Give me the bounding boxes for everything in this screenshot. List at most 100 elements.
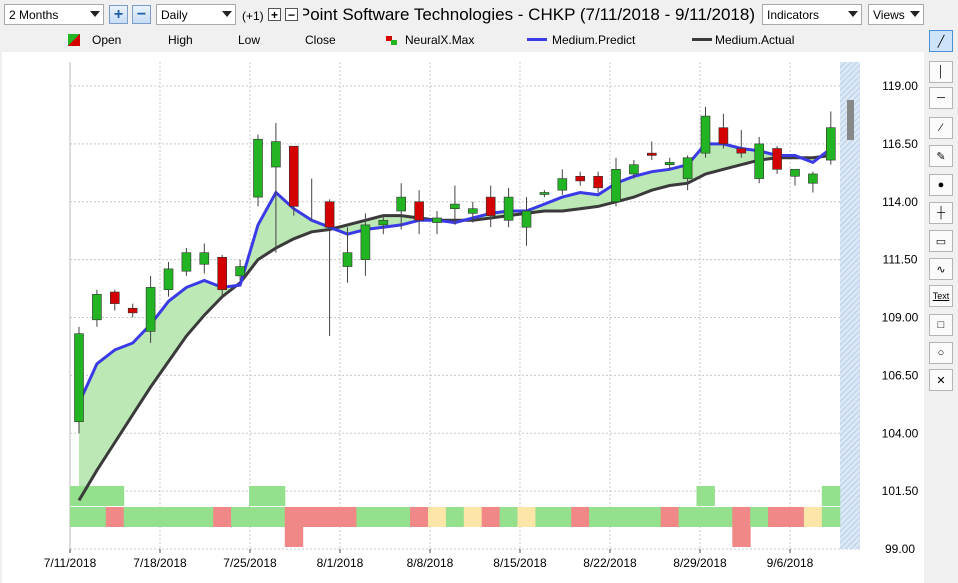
x-tick-label: 8/22/2018 [583, 556, 637, 570]
candle-body [664, 162, 675, 166]
candle-body [253, 138, 263, 198]
candle-body [199, 252, 210, 265]
zoom-in-button[interactable]: + [109, 5, 128, 24]
signal-bar-bottom [302, 507, 322, 527]
signal-bar-bottom [481, 507, 501, 527]
candle-body [92, 294, 102, 321]
x-tick-label: 9/6/2018 [767, 556, 814, 570]
candle-body [521, 210, 532, 228]
signal-bar-bottom [732, 507, 751, 527]
candle-body [736, 148, 747, 154]
candle-body [378, 219, 389, 226]
vertical-line-button[interactable]: │ [929, 61, 953, 83]
y-tick-label: 111.50 [883, 253, 918, 267]
signal-bar-bottom [768, 507, 787, 527]
candle-body [324, 201, 335, 228]
line-tool-button[interactable]: ╱ [929, 30, 953, 52]
candle-body [754, 143, 765, 179]
text-tool-button[interactable]: Text [929, 285, 953, 307]
signal-bar-bottom [499, 507, 518, 527]
interval-select-value: Daily [161, 7, 188, 22]
signal-bar-bottom [195, 507, 214, 527]
candle-body [396, 196, 407, 212]
callout-icon: ▭ [935, 235, 947, 248]
legend-actual: Medium.Actual [715, 33, 795, 47]
candle-body [575, 175, 586, 182]
signal-bar-bottom [624, 507, 644, 527]
candle-body [539, 192, 550, 195]
candle-body [825, 127, 836, 161]
candle-body [74, 333, 84, 422]
signal-bar-bottom [320, 507, 339, 527]
signal-bar-down [284, 527, 304, 547]
actual-legend-line [692, 38, 712, 41]
signal-bar-top [249, 486, 268, 506]
drawing-tools-panel: ╱ │ ─ ⁄ ✎ ● ┼ ▭ ∿ Text □ ○ ✕ [926, 30, 958, 583]
horizontal-line-icon: ─ [937, 92, 945, 104]
candle-body [163, 268, 174, 291]
text-tool-icon: Text [932, 291, 950, 301]
horizontal-line-button[interactable]: ─ [929, 87, 953, 109]
signal-bar-bottom [410, 507, 429, 527]
offset-plus-button[interactable]: + [268, 8, 281, 21]
price-chart[interactable]: 119.00 116.50 114.00 111.50 109.00 106.50 104.… [2, 52, 924, 583]
signal-bar-bottom [696, 507, 715, 527]
circle-icon: ○ [937, 347, 945, 359]
neuralx-legend-icon-2 [391, 40, 397, 45]
signal-bar-bottom [213, 507, 232, 527]
crosshair-button[interactable]: ┼ [929, 202, 953, 224]
candle-body [360, 224, 371, 260]
x-tick-label: 7/18/2018 [133, 556, 187, 570]
candle-body [145, 287, 156, 332]
wave-button[interactable]: ∿ [929, 258, 953, 280]
signal-bar-bottom [463, 507, 483, 527]
line-tool-icon: ╱ [937, 35, 945, 48]
vertical-line-icon: │ [937, 66, 945, 78]
signal-bar-bottom [821, 507, 841, 527]
signal-bar-bottom [70, 507, 89, 527]
legend-high: High [168, 33, 193, 47]
offset-label: (+1) [242, 9, 264, 23]
y-tick-label: 119.00 [882, 79, 918, 93]
range-select[interactable]: 2 Months [4, 4, 104, 25]
signal-bar-bottom [589, 507, 608, 527]
disabled-tool-button[interactable]: ⁄ [929, 117, 953, 139]
signal-bar-bottom [356, 507, 375, 527]
medium-predict-line [77, 142, 832, 404]
ellipse-marker-icon: ● [937, 179, 945, 191]
views-dropdown[interactable]: Views [868, 4, 924, 25]
candle-body [110, 291, 120, 304]
signal-bar-bottom [141, 507, 160, 527]
candle-body [700, 115, 711, 154]
rectangle-icon: □ [937, 319, 945, 331]
legend-open: Open [92, 33, 122, 47]
signal-bar-bottom [105, 507, 125, 527]
pen-button[interactable]: ✎ [929, 145, 953, 167]
offset-minus-button[interactable]: − [285, 8, 298, 21]
signal-bar-bottom [607, 507, 626, 527]
circle-button[interactable]: ○ [929, 342, 953, 364]
chevron-down-icon [910, 11, 920, 17]
candle-body [772, 148, 782, 170]
ellipse-marker-button[interactable]: ● [929, 174, 953, 196]
indicators-dropdown[interactable]: Indicators [762, 4, 862, 25]
chevron-down-icon [848, 11, 858, 17]
signal-bar-bottom [714, 507, 733, 527]
zoom-out-button[interactable]: − [132, 5, 151, 24]
y-tick-label: 104.00 [882, 426, 919, 440]
rectangle-button[interactable]: □ [929, 314, 953, 336]
callout-button[interactable]: ▭ [929, 230, 953, 252]
legend-neuralx: NeuralX.Max [405, 33, 475, 47]
candle-body [646, 152, 657, 156]
y-tick-label: 109.00 [882, 311, 919, 325]
interval-select[interactable]: Daily [156, 4, 236, 25]
signal-bar-bottom [392, 507, 411, 527]
x-tick-label: 8/1/2018 [317, 556, 364, 570]
y-tick-label: 99.00 [885, 542, 915, 556]
delete-button[interactable]: ✕ [929, 369, 953, 391]
candle-body [485, 196, 496, 216]
signal-bar-bottom [374, 507, 393, 527]
y-tick-label: 114.00 [882, 195, 918, 209]
chart-panel[interactable]: 119.00 116.50 114.00 111.50 109.00 106.50 104.… [2, 52, 924, 583]
signal-bar-bottom [177, 507, 196, 527]
